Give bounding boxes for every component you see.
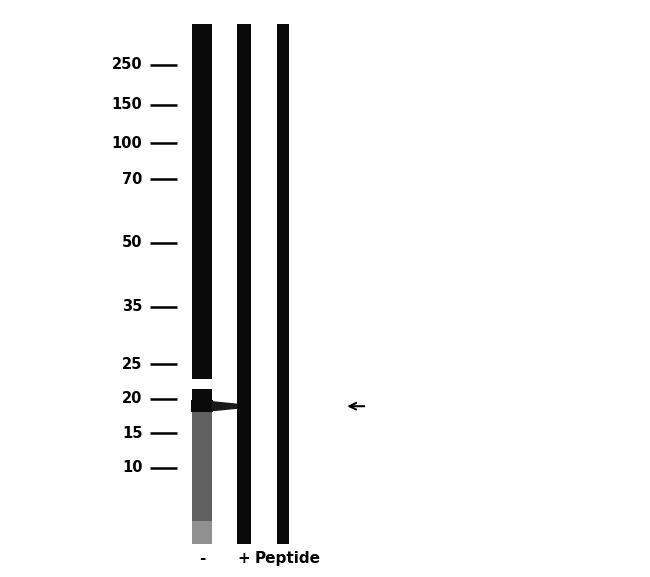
FancyBboxPatch shape (277, 24, 289, 544)
FancyBboxPatch shape (192, 412, 212, 544)
FancyBboxPatch shape (237, 24, 251, 544)
FancyBboxPatch shape (192, 379, 212, 389)
Text: 35: 35 (122, 299, 142, 314)
Text: 100: 100 (112, 136, 142, 151)
Text: 10: 10 (122, 460, 142, 475)
FancyBboxPatch shape (237, 400, 251, 412)
Text: 15: 15 (122, 426, 142, 441)
FancyBboxPatch shape (192, 24, 212, 544)
Text: 25: 25 (122, 357, 142, 372)
Text: 70: 70 (122, 172, 142, 187)
Text: 50: 50 (122, 235, 142, 250)
FancyBboxPatch shape (192, 521, 212, 544)
FancyBboxPatch shape (191, 400, 213, 412)
Text: -: - (199, 551, 205, 566)
Polygon shape (212, 401, 238, 411)
Text: Peptide: Peptide (255, 551, 321, 566)
Text: +: + (238, 551, 250, 566)
Text: 20: 20 (122, 391, 142, 406)
Text: 250: 250 (112, 57, 142, 72)
Text: 150: 150 (112, 98, 142, 113)
